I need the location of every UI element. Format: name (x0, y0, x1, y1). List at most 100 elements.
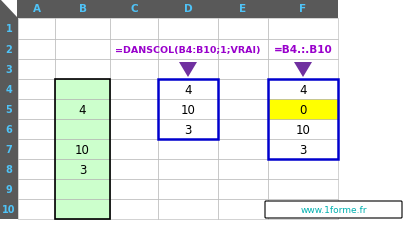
Bar (18, 40, 55, 60)
Bar (18, 199, 55, 219)
Bar (158, 80, 218, 139)
Polygon shape (1, 1, 17, 18)
Bar (268, 19, 338, 40)
Bar (268, 100, 338, 120)
Text: B: B (79, 5, 87, 14)
Bar (218, 19, 268, 40)
Bar (158, 19, 218, 40)
Text: 6: 6 (6, 124, 12, 134)
Text: E: E (239, 5, 247, 14)
Text: C: C (130, 5, 138, 14)
Bar (18, 159, 55, 179)
Text: 3: 3 (6, 65, 12, 75)
Bar (268, 40, 338, 60)
Text: 10: 10 (75, 143, 90, 156)
Bar (158, 199, 218, 219)
Bar (158, 120, 218, 139)
Bar (110, 19, 158, 40)
Text: 7: 7 (6, 144, 12, 154)
Bar (110, 60, 158, 80)
Text: A: A (33, 5, 40, 14)
Text: 10: 10 (2, 204, 16, 214)
Bar (0, 0, 18, 19)
Bar (55, 159, 110, 179)
Bar (268, 0, 338, 19)
Bar (158, 159, 218, 179)
Bar (268, 80, 338, 159)
Text: =B4.:.B10: =B4.:.B10 (274, 45, 332, 55)
Bar (158, 80, 218, 100)
Bar (0, 139, 18, 159)
Bar (18, 179, 55, 199)
Bar (0, 179, 18, 199)
Bar (18, 120, 55, 139)
Text: 8: 8 (6, 164, 12, 174)
Bar (55, 80, 110, 219)
Text: 5: 5 (6, 105, 12, 114)
Text: 3: 3 (184, 123, 192, 136)
Text: 1: 1 (6, 25, 12, 34)
FancyBboxPatch shape (265, 201, 402, 218)
Bar (0, 199, 18, 219)
Bar (110, 100, 158, 120)
Text: 2: 2 (6, 45, 12, 55)
Bar (55, 179, 110, 199)
Bar (55, 139, 110, 159)
Bar (55, 139, 110, 159)
Polygon shape (294, 63, 312, 78)
Bar (55, 179, 110, 199)
Bar (218, 0, 268, 19)
Bar (110, 120, 158, 139)
Bar (268, 139, 338, 159)
Bar (110, 139, 158, 159)
Bar (55, 199, 110, 219)
Bar (18, 139, 55, 159)
Bar (55, 60, 110, 80)
Bar (268, 120, 338, 139)
Text: 10: 10 (181, 103, 195, 116)
Bar (18, 0, 55, 19)
Bar (55, 159, 110, 179)
Text: www.1forme.fr: www.1forme.fr (300, 205, 367, 214)
Bar (0, 159, 18, 179)
Bar (18, 80, 55, 100)
Text: 4: 4 (184, 83, 192, 96)
Text: 10: 10 (295, 123, 310, 136)
Bar (218, 60, 268, 80)
Bar (268, 80, 338, 100)
Bar (218, 100, 268, 120)
Bar (158, 179, 218, 199)
Bar (218, 139, 268, 159)
Bar (55, 0, 110, 19)
Text: 0: 0 (299, 103, 307, 116)
Text: 3: 3 (299, 143, 307, 156)
Bar (158, 100, 218, 120)
Text: 3: 3 (79, 163, 86, 176)
Bar (268, 60, 338, 80)
Bar (110, 40, 158, 60)
Bar (110, 80, 158, 100)
Text: 4: 4 (6, 85, 12, 95)
Bar (18, 19, 55, 40)
Bar (218, 120, 268, 139)
Bar (55, 100, 110, 120)
Bar (110, 179, 158, 199)
Text: D: D (184, 5, 192, 14)
Bar (158, 139, 218, 159)
Bar (268, 179, 338, 199)
Bar (0, 40, 18, 60)
Text: 4: 4 (79, 103, 86, 116)
Bar (55, 19, 110, 40)
Bar (55, 120, 110, 139)
Polygon shape (179, 63, 197, 78)
Bar (55, 120, 110, 139)
Bar (218, 199, 268, 219)
Bar (55, 40, 110, 60)
Bar (55, 80, 110, 100)
Text: 4: 4 (299, 83, 307, 96)
Bar (158, 60, 218, 80)
Bar (0, 100, 18, 120)
Bar (268, 100, 338, 120)
Bar (110, 0, 158, 19)
Bar (218, 80, 268, 100)
